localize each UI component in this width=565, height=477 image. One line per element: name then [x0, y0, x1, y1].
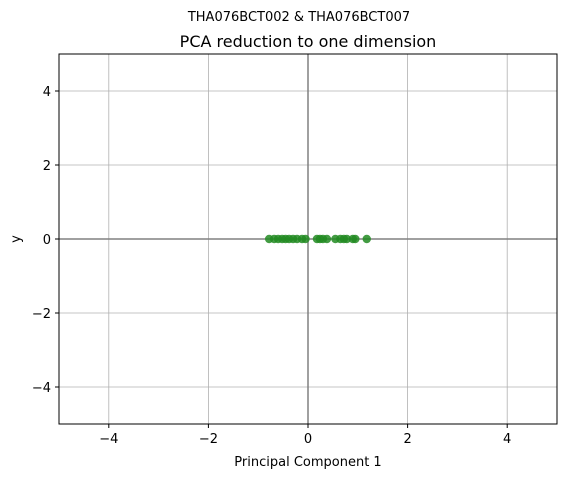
y-tick-label: 2: [43, 159, 51, 174]
data-points: [264, 234, 371, 244]
data-point: [351, 234, 360, 244]
data-point: [322, 234, 332, 244]
y-tick-label: −2: [32, 307, 51, 322]
axis-ticks: −4 −2 0 2 4 −4 −2 0 2 4: [32, 85, 512, 447]
y-tick-label: 4: [43, 85, 51, 100]
chart-suptitle: THA076BCT002 & THA076BCT007: [187, 10, 410, 25]
x-tick-label: −2: [199, 432, 218, 447]
chart-title: PCA reduction to one dimension: [180, 32, 437, 51]
y-tick-label: −4: [32, 381, 51, 396]
y-axis-label: y: [9, 235, 24, 243]
x-tick-label: 4: [503, 432, 511, 447]
x-axis-label: Principal Component 1: [234, 455, 381, 470]
x-tick-label: −4: [99, 432, 118, 447]
x-tick-label: 0: [304, 432, 312, 447]
data-point: [342, 234, 352, 244]
data-point: [362, 234, 371, 244]
x-tick-label: 2: [403, 432, 411, 447]
data-point: [301, 234, 310, 244]
y-tick-label: 0: [43, 233, 51, 248]
